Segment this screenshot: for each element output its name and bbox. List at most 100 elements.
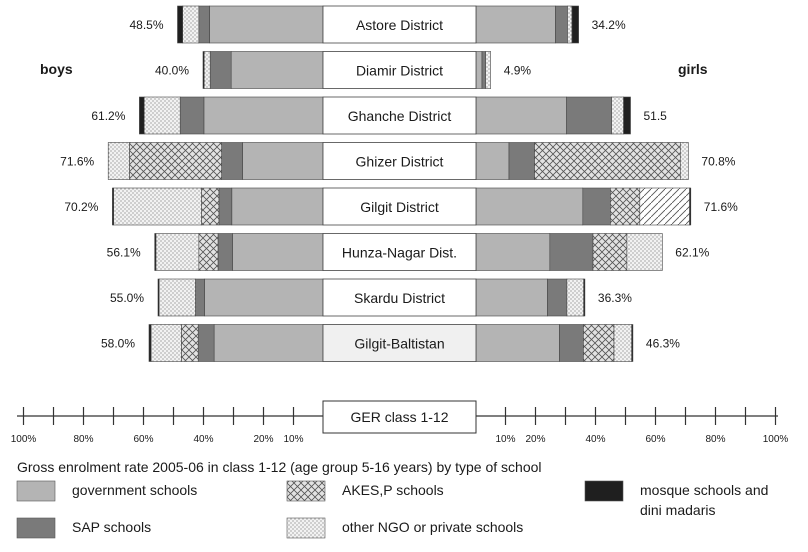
legend-label: AKES,P schools (342, 482, 444, 498)
bar-segment-girls-mosque (571, 5, 579, 44)
district-row: Ghizer District 71.6% 70.8% (60, 142, 736, 180)
legend-swatch (584, 480, 624, 502)
bar-segment-girls-sap (549, 233, 594, 271)
legend-label: government schools (72, 482, 197, 498)
bar-segment-boys-government (230, 51, 324, 89)
bar-segment-boys-government (213, 324, 324, 362)
bar-segment-girls-government (475, 96, 567, 135)
boys-total-label: 56.1% (107, 246, 141, 260)
bar-segment-boys-mosque (154, 233, 157, 271)
axis-tick-label: 100% (11, 434, 37, 445)
bar-segment-girls-government (475, 233, 551, 271)
legend-swatch (286, 517, 326, 539)
chart-title: Gross enrolment rate 2005-06 in class 1-… (17, 459, 542, 475)
percent-axis: 100% 80% 60% 40% 20% 10% 10% 20% 40% 60% 80% 100% (11, 407, 789, 445)
district-name: Diamir District (356, 63, 443, 79)
legend-label: other NGO or private schools (342, 519, 523, 535)
bar-segment-girls-sap (566, 96, 612, 135)
bar-segment-boys-mosque (157, 278, 160, 317)
bar-segment-girls-ngo (567, 5, 573, 44)
legend: government schools AKES,P schools mosque s… (16, 480, 768, 539)
bar-segment-girls-mosque (623, 96, 631, 135)
bar-segment-boys-ngo (203, 51, 211, 89)
bar-segment-boys-akes (129, 142, 222, 180)
district-row: Gilgit District 70.2% 71.6% (64, 187, 738, 226)
bar-segment-girls-akes (610, 187, 641, 226)
legend-swatch (16, 517, 56, 539)
district-row: Gilgit-Baltistan 58.0% 46.3% (101, 324, 680, 362)
district-name-box (322, 233, 477, 271)
bar-segment-boys-mosque (148, 324, 152, 362)
bar-segment-boys-ngo (182, 5, 200, 44)
bar-segment-girls-sap (582, 187, 611, 226)
bar-segment-boys-ngo (155, 233, 200, 271)
district-name-box (322, 51, 477, 89)
girls-total-label: 62.1% (675, 246, 709, 260)
district-name: Skardu District (354, 290, 445, 306)
district-name-box (322, 142, 477, 180)
axis-tick-label: 40% (585, 434, 605, 445)
bar-segment-girls-government (475, 324, 560, 362)
axis-tick-label: 20% (525, 434, 545, 445)
bar-segment-girls-ngo (626, 233, 663, 271)
bar-segment-boys-mosque (177, 5, 183, 44)
boys-total-label: 48.5% (129, 18, 163, 32)
bar-segment-girls-akes (592, 233, 628, 271)
bar-segment-girls-sap (547, 278, 568, 317)
axis-tick-label: 60% (133, 434, 153, 445)
district-name: Gilgit District (360, 199, 439, 215)
bar-segment-boys-sap (218, 187, 233, 226)
bar-segment-boys-ngo (158, 278, 196, 317)
district-row: Diamir District 40.0% 4.9% (155, 51, 532, 89)
district-row: Hunza-Nagar Dist. 56.1% 62.1% (107, 233, 710, 271)
bar-segment-boys-ngo (150, 324, 182, 362)
girls-side-label: girls (678, 61, 708, 77)
district-name-box (322, 5, 477, 44)
axis-tick-label: 40% (193, 434, 213, 445)
boys-total-label: 40.0% (155, 64, 189, 78)
girls-total-label: 51.5 (644, 109, 668, 123)
bar-segment-boys-mosque (139, 96, 145, 135)
district-name: Ghizer District (356, 154, 444, 170)
legend-swatch (16, 480, 56, 502)
bar-segment-girls-mosque (583, 278, 586, 317)
bar-segment-boys-government (204, 278, 324, 317)
bar-segment-girls-government (475, 5, 556, 44)
bar-rows: Astore District 48.5% 34.2% Diamir District… (60, 5, 738, 362)
bar-segment-boys-government (203, 96, 324, 135)
bar-segment-boys-sap (209, 51, 232, 89)
legend-label: mosque schools and dini madaris (640, 482, 768, 518)
district-row: Skardu District 55.0% 36.3% (110, 278, 632, 317)
axis-tick-label: 80% (73, 434, 93, 445)
bar-segment-boys-akes (198, 233, 219, 271)
girls-total-label: 71.6% (704, 200, 738, 214)
boys-total-label: 71.6% (60, 155, 94, 169)
bar-segment-boys-sap (195, 278, 205, 317)
legend-item-government: government schools (16, 480, 197, 502)
axis-tick-label: 20% (253, 434, 273, 445)
legend-item-ngo: other NGO or private schools (286, 517, 523, 539)
girls-total-label: 4.9% (504, 64, 532, 78)
legend-item-sap: SAP schools (16, 517, 151, 539)
axis-tick-label: 10% (495, 434, 515, 445)
boys-total-label: 58.0% (101, 337, 135, 351)
bar-segment-girls-other (639, 187, 690, 226)
axis-tick-label: 100% (763, 434, 789, 445)
legend-label: SAP schools (72, 519, 151, 535)
boys-total-label: 70.2% (64, 200, 98, 214)
district-row: Ghanche District 61.2% 51.5 (91, 96, 668, 135)
bar-segment-girls-ngo (485, 51, 492, 89)
legend-swatch (286, 480, 326, 502)
girls-total-label: 36.3% (598, 291, 632, 305)
legend-item-akes: AKES,P schools (286, 480, 444, 502)
district-row: Astore District 48.5% 34.2% (129, 5, 626, 44)
bar-segment-boys-akes (201, 187, 220, 226)
district-name: Gilgit-Baltistan (354, 336, 444, 352)
axis-tick-label: 80% (705, 434, 725, 445)
district-name-box (322, 324, 477, 362)
girls-total-label: 46.3% (646, 337, 680, 351)
district-name: Ghanche District (348, 108, 452, 124)
bar-segment-boys-government (209, 5, 324, 44)
bar-segment-girls-sap (508, 142, 535, 180)
